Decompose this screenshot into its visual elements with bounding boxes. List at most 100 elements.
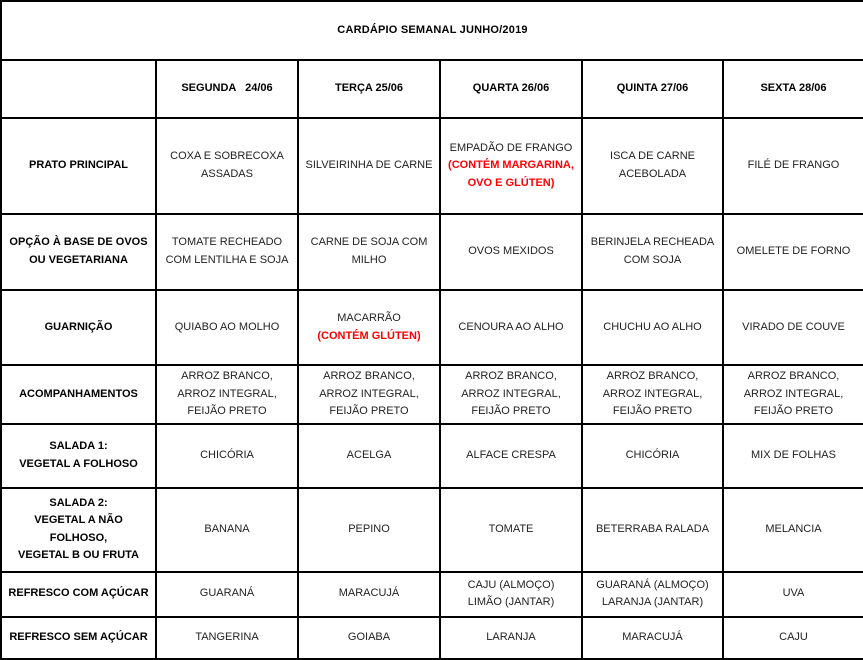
- menu-cell: TOMATE RECHEADO COM LENTILHA E SOJA: [155, 213, 299, 291]
- menu-cell: GUARANÁ: [155, 570, 299, 618]
- table-row-refresco-sem-acucar: REFRESCO SEM AÇÚCAR TANGERINA GOIABA LAR…: [0, 615, 863, 660]
- menu-item: CARNE DE SOJA COM MILHO: [310, 236, 428, 266]
- row-label: REFRESCO COM AÇÚCAR: [0, 570, 157, 618]
- menu-cell: TANGERINA: [155, 615, 299, 660]
- menu-cell: ACELGA: [297, 422, 441, 489]
- menu-item: MACARRÃO: [337, 311, 401, 324]
- menu-cell: MARACUJÁ: [297, 570, 441, 618]
- menu-cell: VIRADO DE COUVE: [722, 289, 863, 366]
- menu-cell: QUIABO AO MOLHO: [155, 289, 299, 366]
- row-label: SALADA 2: VEGETAL A NÃO FOLHOSO, VEGETAL…: [0, 486, 157, 573]
- menu-item: FILÉ DE FRANGO: [747, 159, 840, 172]
- menu-item: OMELETE DE FORNO: [736, 245, 851, 258]
- menu-item: GUARANÁ: [199, 587, 255, 600]
- day-header-wednesday: QUARTA 26/06: [439, 59, 583, 119]
- menu-cell: ARROZ BRANCO, ARROZ INTEGRAL, FEIJÃO PRE…: [439, 364, 583, 425]
- table-row-refresco-com-acucar: REFRESCO COM AÇÚCAR GUARANÁ MARACUJÁ CAJ…: [0, 570, 863, 618]
- menu-item: CHUCHU AO ALHO: [603, 320, 702, 333]
- table-row-guarnicao: GUARNIÇÃO QUIABO AO MOLHO MACARRÃO (CONTÉ…: [0, 289, 863, 366]
- menu-item: UVA: [782, 587, 805, 600]
- menu-item: CHICÓRIA: [200, 448, 254, 461]
- menu-item: TOMATE RECHEADO COM LENTILHA E SOJA: [165, 236, 289, 266]
- menu-cell: CARNE DE SOJA COM MILHO: [297, 213, 441, 291]
- menu-item: BANANA: [204, 522, 250, 535]
- menu-item: CHICÓRIA: [625, 448, 680, 461]
- menu-item: OVOS MEXIDOS: [468, 245, 554, 258]
- row-label: SALADA 1: VEGETAL A FOLHOSO: [0, 422, 157, 489]
- menu-cell: GOIABA: [297, 615, 441, 660]
- menu-cell: CHUCHU AO ALHO: [581, 289, 724, 366]
- row-label: REFRESCO SEM AÇÚCAR: [0, 615, 157, 660]
- table-row-acompanhamentos: ACOMPANHAMENTOS ARROZ BRANCO, ARROZ INTE…: [0, 364, 863, 425]
- menu-item: ARROZ BRANCO, ARROZ INTEGRAL, FEIJÃO PRE…: [743, 370, 844, 418]
- menu-cell: SILVEIRINHA DE CARNE: [297, 117, 441, 215]
- menu-item: CENOURA AO ALHO: [458, 320, 564, 333]
- menu-cell: GUARANÁ (ALMOÇO) LARANJA (JANTAR): [581, 570, 724, 618]
- menu-item: TOMATE: [488, 522, 534, 535]
- table-row-opcao-vegetariana: OPÇÃO À BASE DE OVOS OU VEGETARIANA TOMA…: [0, 213, 863, 291]
- page-title: CARDÁPIO SEMANAL JUNHO/2019: [0, 0, 863, 61]
- table-row-salada-2: SALADA 2: VEGETAL A NÃO FOLHOSO, VEGETAL…: [0, 486, 863, 573]
- menu-item: ARROZ BRANCO, ARROZ INTEGRAL, FEIJÃO PRE…: [602, 370, 703, 418]
- menu-cell: ISCA DE CARNE ACEBOLADA: [581, 117, 724, 215]
- menu-item: VIRADO DE COUVE: [742, 320, 845, 333]
- menu-cell: ARROZ BRANCO, ARROZ INTEGRAL, FEIJÃO PRE…: [581, 364, 724, 425]
- title-row: CARDÁPIO SEMANAL JUNHO/2019: [0, 0, 863, 61]
- day-header-friday: SEXTA 28/06: [722, 59, 863, 119]
- row-label: GUARNIÇÃO: [0, 289, 157, 366]
- menu-cell: PEPINO: [297, 486, 441, 573]
- row-label: OPÇÃO À BASE DE OVOS OU VEGETARIANA: [0, 213, 157, 291]
- menu-item: MELANCIA: [765, 522, 822, 535]
- menu-cell: UVA: [722, 570, 863, 618]
- menu-cell: ARROZ BRANCO, ARROZ INTEGRAL, FEIJÃO PRE…: [297, 364, 441, 425]
- menu-cell: BANANA: [155, 486, 299, 573]
- menu-item: GOIABA: [347, 630, 391, 643]
- menu-cell: MACARRÃO (CONTÉM GLÚTEN): [297, 289, 441, 366]
- day-header-thursday: QUINTA 27/06: [581, 59, 724, 119]
- menu-cell: BETERRABA RALADA: [581, 486, 724, 573]
- menu-item: PEPINO: [348, 522, 390, 535]
- menu-cell: CAJU (ALMOÇO) LIMÃO (JANTAR): [439, 570, 583, 618]
- menu-item: GUARANÁ (ALMOÇO) LARANJA (JANTAR): [596, 578, 709, 609]
- menu-item: ARROZ BRANCO, ARROZ INTEGRAL, FEIJÃO PRE…: [177, 370, 277, 418]
- menu-cell: TOMATE: [439, 486, 583, 573]
- row-label: PRATO PRINCIPAL: [0, 117, 157, 215]
- menu-cell: FILÉ DE FRANGO: [722, 117, 863, 215]
- menu-item: BETERRABA RALADA: [595, 522, 710, 535]
- menu-item: TANGERINA: [195, 630, 259, 643]
- row-label: ACOMPANHAMENTOS: [0, 364, 157, 425]
- menu-cell: CAJU: [722, 615, 863, 660]
- menu-item: ARROZ BRANCO, ARROZ INTEGRAL, FEIJÃO PRE…: [319, 370, 419, 418]
- menu-item: ACELGA: [346, 448, 392, 461]
- menu-item: ARROZ BRANCO, ARROZ INTEGRAL, FEIJÃO PRE…: [461, 370, 561, 418]
- menu-cell: MARACUJÁ: [581, 615, 724, 660]
- menu-item: QUIABO AO MOLHO: [174, 320, 280, 333]
- menu-cell: BERINJELA RECHEADA COM SOJA: [581, 213, 724, 291]
- menu-item: EMPADÃO DE FRANGO: [449, 141, 573, 154]
- day-header-monday: SEGUNDA 24/06: [155, 59, 299, 119]
- allergen-warning: (CONTÉM GLÚTEN): [317, 329, 421, 342]
- menu-cell: OMELETE DE FORNO: [722, 213, 863, 291]
- table-row-prato-principal: PRATO PRINCIPAL COXA E SOBRECOXA ASSADAS…: [0, 117, 863, 215]
- menu-item: MIX DE FOLHAS: [751, 448, 836, 461]
- allergen-warning: (CONTÉM MARGARINA, OVO E GLÚTEN): [448, 159, 574, 189]
- menu-item: COXA E SOBRECOXA ASSADAS: [170, 150, 284, 180]
- menu-cell: EMPADÃO DE FRANGO (CONTÉM MARGARINA, OVO …: [439, 117, 583, 215]
- menu-cell: ARROZ BRANCO, ARROZ INTEGRAL, FEIJÃO PRE…: [155, 364, 299, 425]
- menu-cell: OVOS MEXIDOS: [439, 213, 583, 291]
- menu-cell: LARANJA: [439, 615, 583, 660]
- menu-item: MARACUJÁ: [622, 630, 683, 643]
- menu-cell: MIX DE FOLHAS: [722, 422, 863, 489]
- header-row: SEGUNDA 24/06 TERÇA 25/06 QUARTA 26/06 Q…: [0, 59, 863, 119]
- menu-cell: ARROZ BRANCO, ARROZ INTEGRAL, FEIJÃO PRE…: [722, 364, 863, 425]
- menu-cell: COXA E SOBRECOXA ASSADAS: [155, 117, 299, 215]
- menu-item: ISCA DE CARNE ACEBOLADA: [610, 150, 695, 180]
- menu-item: LARANJA: [486, 630, 536, 643]
- menu-item: BERINJELA RECHEADA COM SOJA: [590, 236, 715, 266]
- menu-item: ALFACE CRESPA: [466, 448, 556, 461]
- menu-cell: CHICÓRIA: [581, 422, 724, 489]
- menu-item: CAJU (ALMOÇO) LIMÃO (JANTAR): [467, 578, 555, 609]
- menu-cell: CHICÓRIA: [155, 422, 299, 489]
- menu-item: SILVEIRINHA DE CARNE: [305, 159, 433, 172]
